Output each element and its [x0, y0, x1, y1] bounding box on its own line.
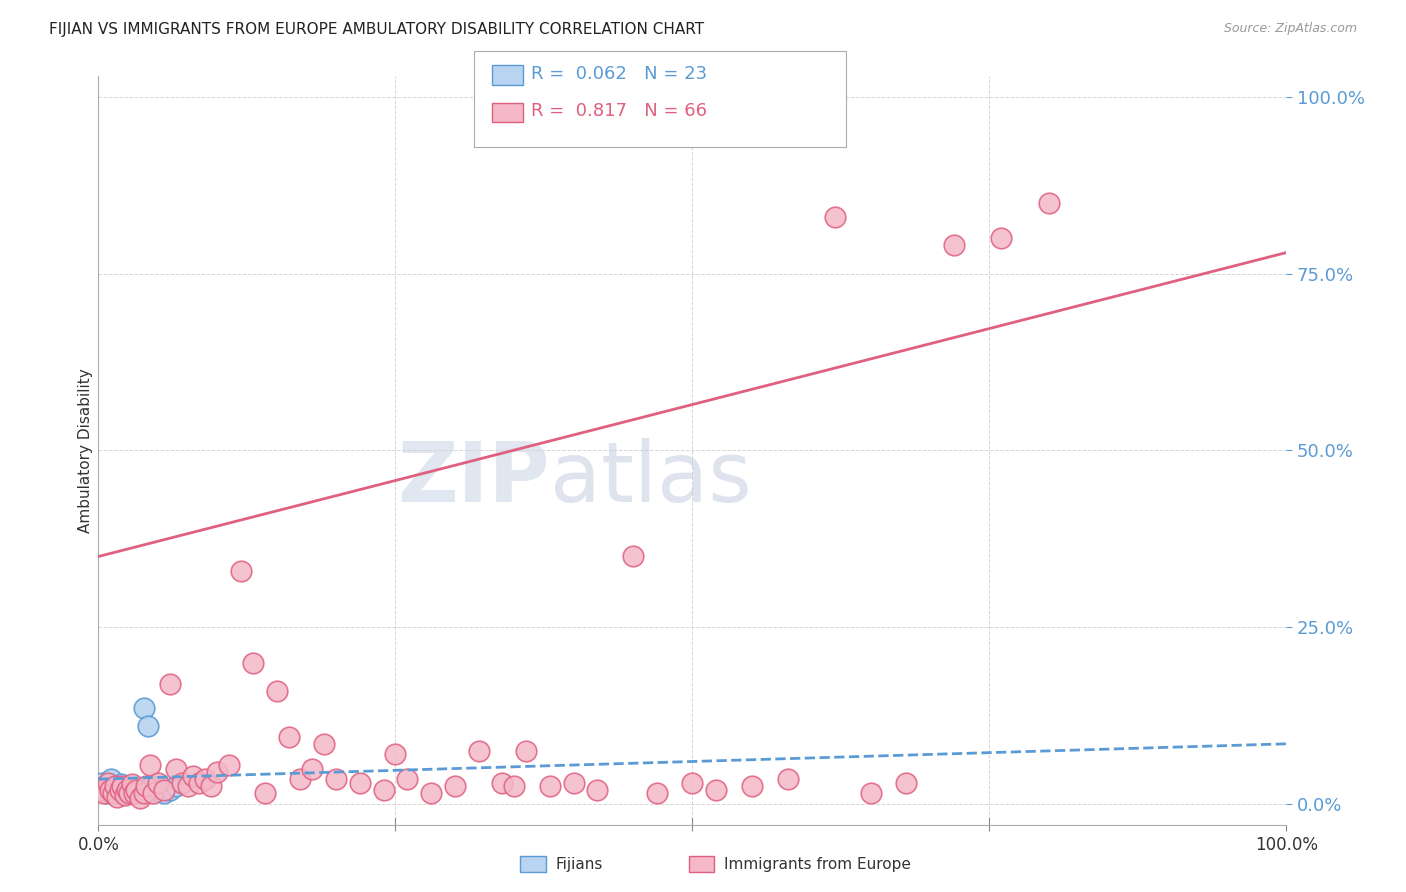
Point: [107, 789, 129, 804]
Point: [266, 683, 288, 698]
Point: [384, 747, 406, 762]
Point: [165, 779, 187, 793]
Point: [503, 779, 526, 793]
Point: [135, 779, 157, 793]
Point: [114, 786, 136, 800]
Point: [136, 719, 159, 733]
Point: [277, 730, 299, 744]
Point: [645, 786, 668, 800]
Point: [491, 775, 513, 789]
Text: R =  0.062   N = 23: R = 0.062 N = 23: [531, 65, 707, 83]
Point: [176, 779, 198, 793]
Point: [218, 758, 240, 772]
Point: [103, 784, 125, 798]
Point: [91, 775, 114, 789]
Point: [325, 772, 347, 786]
Point: [138, 758, 160, 772]
Point: [125, 784, 148, 798]
Point: [118, 786, 141, 800]
Point: [105, 779, 128, 793]
Point: [349, 775, 371, 789]
Text: atlas: atlas: [550, 438, 752, 519]
Point: [586, 782, 609, 797]
Point: [121, 782, 143, 797]
Point: [132, 701, 155, 715]
Point: [859, 786, 882, 800]
Point: [704, 782, 727, 797]
Point: [942, 238, 965, 252]
Point: [159, 782, 181, 797]
Point: [111, 779, 134, 793]
Point: [90, 782, 112, 797]
Point: [1038, 196, 1060, 211]
Point: [467, 744, 489, 758]
Point: [896, 775, 918, 789]
Text: Immigrants from Europe: Immigrants from Europe: [724, 857, 911, 871]
Point: [444, 779, 467, 793]
Point: [112, 782, 135, 797]
Point: [253, 786, 276, 800]
Point: [101, 786, 124, 800]
Point: [125, 782, 148, 797]
Point: [515, 744, 537, 758]
Point: [108, 782, 131, 797]
Y-axis label: Ambulatory Disability: Ambulatory Disability: [77, 368, 93, 533]
Point: [183, 769, 205, 783]
Point: [142, 786, 165, 800]
Point: [152, 786, 174, 800]
Point: [146, 784, 169, 798]
Point: [141, 779, 163, 793]
Point: [159, 677, 181, 691]
Point: [229, 564, 252, 578]
Point: [100, 772, 122, 786]
Point: [741, 779, 763, 793]
Point: [205, 765, 228, 780]
Point: [107, 786, 129, 800]
Text: ZIP: ZIP: [398, 438, 550, 519]
Point: [114, 789, 136, 803]
Text: FIJIAN VS IMMIGRANTS FROM EUROPE AMBULATORY DISABILITY CORRELATION CHART: FIJIAN VS IMMIGRANTS FROM EUROPE AMBULAT…: [49, 22, 704, 37]
Point: [98, 782, 121, 797]
Point: [122, 786, 145, 800]
Point: [129, 786, 152, 800]
Point: [97, 775, 120, 789]
Point: [135, 782, 157, 797]
Point: [115, 782, 138, 797]
Point: [194, 772, 217, 786]
Point: [170, 775, 193, 789]
Point: [104, 779, 127, 793]
Point: [290, 772, 312, 786]
Point: [121, 777, 143, 791]
Point: [110, 777, 132, 791]
Text: Source: ZipAtlas.com: Source: ZipAtlas.com: [1223, 22, 1357, 36]
Point: [152, 782, 174, 797]
Point: [200, 779, 222, 793]
Point: [420, 786, 443, 800]
Point: [314, 737, 336, 751]
Point: [132, 786, 155, 800]
Point: [146, 775, 169, 789]
Point: [824, 210, 846, 224]
Point: [117, 781, 139, 796]
Point: [93, 779, 115, 793]
Point: [98, 782, 121, 797]
Point: [188, 775, 211, 789]
Point: [681, 775, 703, 789]
Point: [990, 231, 1012, 245]
Point: [373, 782, 395, 797]
Point: [538, 779, 561, 793]
Point: [396, 772, 419, 786]
Point: [562, 775, 585, 789]
Text: R =  0.817   N = 66: R = 0.817 N = 66: [531, 103, 707, 120]
Text: Fijians: Fijians: [555, 857, 603, 871]
Point: [776, 772, 799, 786]
Point: [301, 762, 323, 776]
Point: [96, 786, 118, 800]
Point: [242, 656, 264, 670]
Point: [93, 786, 115, 800]
Point: [621, 549, 644, 564]
Point: [165, 762, 187, 776]
Point: [129, 791, 152, 805]
